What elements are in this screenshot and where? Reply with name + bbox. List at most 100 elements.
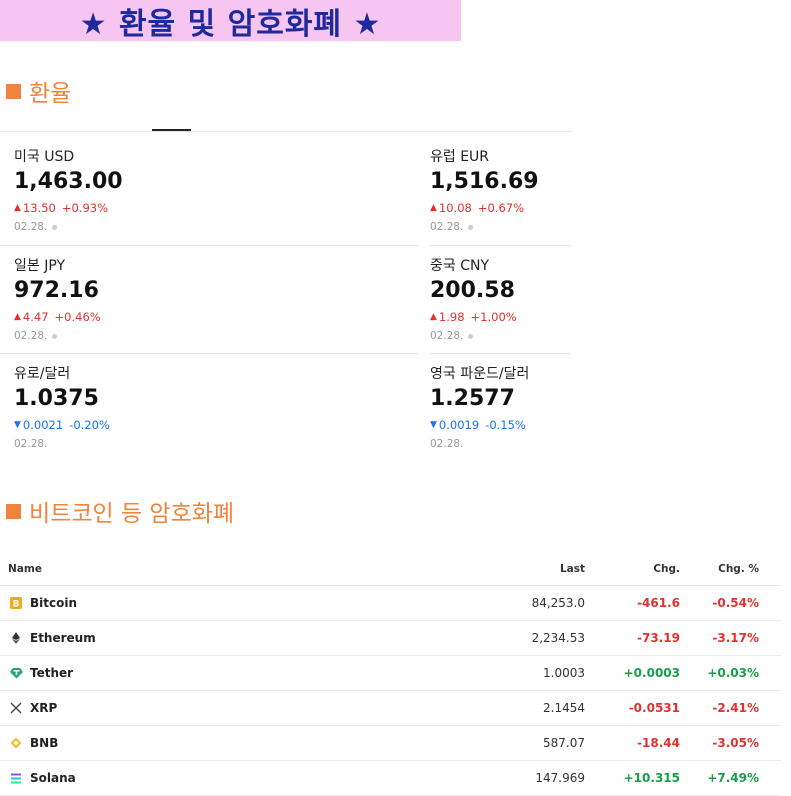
fx-value: 972.16 [14,278,99,303]
fx-value: 1,463.00 [14,169,123,194]
fx-card[interactable]: 유로/달러 1.0375 ▼ 0.0021 -0.20% 02.28. [14,363,418,450]
fx-change-pct: +1.00% [470,309,517,324]
coin-cell: BNB [0,735,440,751]
fx-change: ▲ 1.98 +1.00% [430,309,791,324]
coin-cell: Tether [0,665,440,681]
table-row[interactable]: BNB 587.07 -18.44 -3.05% [0,726,781,761]
bnb-icon [8,735,24,751]
fx-card[interactable]: 미국 USD 1,463.00 ▲ 13.50 +0.93% 02.28. [14,146,418,233]
divider [430,353,571,354]
fx-date-text: 02.28. [14,330,48,342]
coin-name[interactable]: Tether [30,666,74,680]
table-row[interactable]: Tether 1.0003 +0.0003 +0.03% [0,656,781,691]
status-dot-icon [468,333,474,339]
fx-name: 유럽 EUR [430,149,490,165]
fx-card[interactable]: 일본 JPY 972.16 ▲ 4.47 +0.46% 02.28. [14,255,418,342]
fx-date: 02.28. [430,438,791,450]
coin-name[interactable]: Bitcoin [30,596,78,610]
fx-change: ▼ 0.0021 -0.20% [14,417,418,432]
fx-change-value: 0.0019 [438,417,480,432]
solana-icon [8,770,24,786]
ethereum-icon [8,630,24,646]
crypto-section-title: 비트코인 등 암호화폐 [6,494,234,528]
header-chg-pct[interactable]: Chg. % [718,562,759,575]
status-dot-icon [52,333,58,339]
fx-date-text: 02.28. [14,221,48,233]
coin-last: 587.07 [543,736,585,750]
coin-name[interactable]: Solana [30,771,76,785]
square-bullet-icon [6,83,21,99]
fx-date-text: 02.28. [14,438,48,450]
coin-chg: -73.19 [637,631,680,645]
coin-chg: +0.0003 [623,666,680,680]
divider [0,353,418,354]
coin-chg-pct: -3.05% [712,736,759,750]
fx-date-text: 02.28. [430,221,464,233]
header-chg[interactable]: Chg. [653,562,680,575]
fx-card[interactable]: 영국 파운드/달러 1.2577 ▼ 0.0019 -0.15% 02.28. [430,363,791,450]
fx-change-pct: -0.15% [485,417,526,432]
coin-chg: -461.6 [637,596,680,610]
triangle-up-icon: ▲ [14,311,21,322]
coin-cell: Ethereum [0,630,440,646]
coin-chg-pct: -0.54% [712,596,759,610]
coin-name[interactable]: Ethereum [30,631,96,645]
coin-name[interactable]: BNB [30,736,59,750]
fx-section-title: 환율 [6,74,71,108]
coin-cell: Solana [0,770,440,786]
fx-name: 영국 파운드/달러 [430,366,530,382]
coin-last: 2,234.53 [531,631,585,645]
fx-change: ▼ 0.0019 -0.15% [430,417,791,432]
triangle-up-icon: ▲ [14,202,21,213]
coin-last: 84,253.0 [531,596,585,610]
fx-name: 중국 CNY [430,258,490,274]
header-last[interactable]: Last [559,562,585,575]
fx-change-value: 13.50 [22,200,56,215]
table-body: B Bitcoin 84,253.0 -461.6 -0.54% Ethereum 2,23… [0,586,781,796]
coin-last: 2.1454 [543,701,585,715]
fx-date: 02.28. [14,221,418,233]
fx-value: 1.0375 [14,386,99,411]
fx-change: ▲ 13.50 +0.93% [14,200,418,215]
page-banner: ★ 환율 및 암호화폐 ★ [0,0,461,42]
fx-date: 02.28. [14,438,418,450]
square-bullet-icon [6,503,21,519]
fx-change-value: 1.98 [438,309,465,324]
table-row[interactable]: Solana 147.969 +10.315 +7.49% [0,761,781,796]
fx-date-text: 02.28. [430,438,464,450]
coin-cell: XRP [0,700,440,716]
triangle-down-icon: ▼ [14,419,21,430]
table-row[interactable]: XRP 2.1454 -0.0531 -2.41% [0,691,781,726]
fx-change-pct: +0.67% [477,200,525,215]
fx-change-pct: -0.20% [69,417,110,432]
bitcoin-icon: B [8,595,24,611]
triangle-down-icon: ▼ [430,419,437,430]
triangle-up-icon: ▲ [430,311,437,322]
fx-date-text: 02.28. [430,330,464,342]
tether-icon [8,665,24,681]
divider [0,245,418,246]
table-row[interactable]: Ethereum 2,234.53 -73.19 -3.17% [0,621,781,656]
header-name[interactable]: Name [8,562,42,575]
coin-chg-pct: +7.49% [707,771,759,785]
fx-date: 02.28. [14,330,418,342]
fx-change-value: 0.0021 [22,417,64,432]
coin-chg-pct: -3.17% [712,631,759,645]
crypto-table: Name Last Chg. Chg. % B Bitcoin 84,253.0 -4… [0,552,781,796]
coin-name[interactable]: XRP [30,701,58,715]
fx-change: ▲ 10.08 +0.67% [430,200,791,215]
fx-card[interactable]: 중국 CNY 200.58 ▲ 1.98 +1.00% 02.28. [430,255,791,342]
fx-change-pct: +0.93% [61,200,109,215]
divider [0,131,572,132]
tab-indicator [152,129,191,131]
coin-chg: -18.44 [637,736,680,750]
fx-change: ▲ 4.47 +0.46% [14,309,418,324]
status-dot-icon [52,224,58,230]
coin-chg-pct: +0.03% [707,666,759,680]
triangle-up-icon: ▲ [430,202,437,213]
fx-card[interactable]: 유럽 EUR 1,516.69 ▲ 10.08 +0.67% 02.28. [430,146,791,233]
fx-date: 02.28. [430,221,791,233]
fx-change-value: 10.08 [438,200,472,215]
svg-text:B: B [13,600,20,610]
table-row[interactable]: B Bitcoin 84,253.0 -461.6 -0.54% [0,586,781,621]
